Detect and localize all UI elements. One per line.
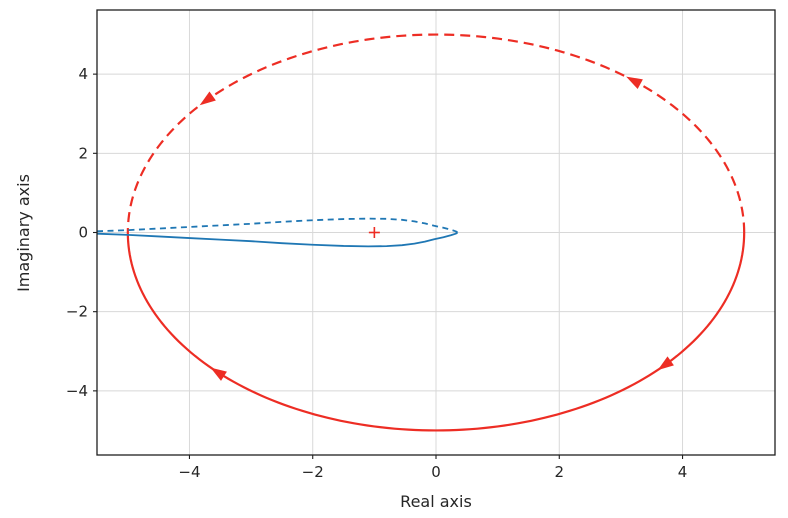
direction-arrow xyxy=(199,91,216,106)
nyquist-contour-mirror-upper-curve xyxy=(126,33,746,233)
y-tick-label: −2 xyxy=(66,303,88,321)
y-tick-label: 4 xyxy=(78,65,88,83)
x-tick-label: −2 xyxy=(302,463,324,481)
x-axis-label: Real axis xyxy=(400,492,472,511)
y-tick-label: −4 xyxy=(66,382,88,400)
y-tick-label: 0 xyxy=(78,224,88,242)
nyquist-response-mirror-upper-curve xyxy=(96,217,459,234)
y-tick-label: 2 xyxy=(78,144,88,162)
y-axis-label: Imaginary axis xyxy=(14,174,33,292)
nyquist-contour-primary-lower-curve xyxy=(126,232,746,432)
direction-arrow xyxy=(626,76,643,90)
direction-arrow xyxy=(210,367,227,381)
x-tick-label: 4 xyxy=(678,463,688,481)
x-tick-label: −4 xyxy=(178,463,200,481)
x-tick-label: 0 xyxy=(431,463,441,481)
nyquist-response-primary-lower-curve xyxy=(96,231,459,248)
direction-arrow xyxy=(657,356,674,371)
x-tick-label: 2 xyxy=(554,463,564,481)
